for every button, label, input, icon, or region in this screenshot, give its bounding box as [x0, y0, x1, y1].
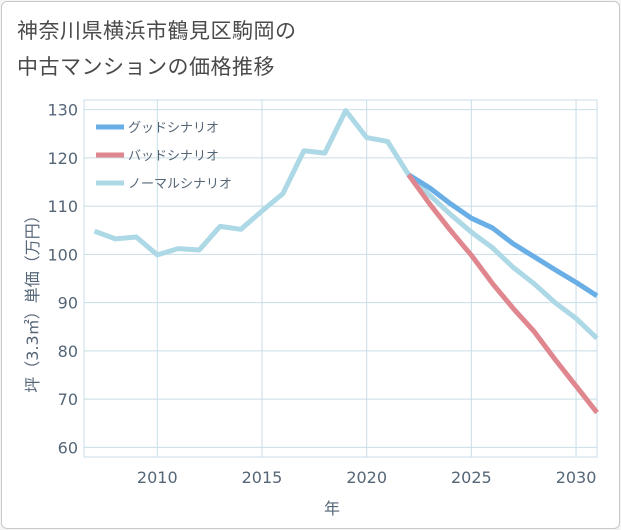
- page-title-line1: 神奈川県横浜市鶴見区駒岡の: [17, 19, 297, 43]
- x-tick-label: 2020: [346, 468, 387, 487]
- x-tick-labels: 2010 2015 2020 2025 2030: [137, 468, 596, 487]
- bad-scenario-line: [406, 173, 599, 415]
- y-axis-title: 坪（3.3㎡）単価（万円）: [23, 207, 42, 392]
- x-tick-label: 2015: [242, 468, 283, 487]
- y-tick-labels: 60 70 80 90 100 110 120 130: [47, 101, 78, 458]
- grid: [84, 100, 597, 457]
- y-tick-label: 90: [58, 294, 78, 313]
- good-scenario-line: [407, 172, 599, 298]
- legend-item-good: グッドシナリオ: [96, 121, 219, 136]
- y-tick-label: 100: [47, 245, 78, 264]
- normal-scenario-line: [93, 108, 599, 341]
- legend-label: バッドシナリオ: [128, 149, 219, 164]
- legend-item-bad: バッドシナリオ: [96, 149, 219, 164]
- legend-label: グッドシナリオ: [128, 121, 219, 136]
- x-tick-label: 2030: [556, 468, 597, 487]
- plot-frame: [83, 99, 598, 458]
- y-tick-label: 130: [47, 101, 78, 120]
- page-title: 神奈川県横浜市鶴見区駒岡の 中古マンションの価格推移: [17, 13, 297, 85]
- y-tick-label: 70: [58, 390, 78, 409]
- legend-item-normal: ノーマルシナリオ: [96, 177, 232, 192]
- y-tick-label: 110: [47, 197, 78, 216]
- series-lines: [93, 108, 599, 415]
- y-tick-label: 120: [47, 149, 78, 168]
- x-tick-label: 2010: [137, 468, 178, 487]
- y-tick-label: 80: [58, 342, 78, 361]
- x-axis-title: 年: [324, 499, 340, 518]
- x-tick-label: 2025: [451, 468, 492, 487]
- y-tick-label: 60: [58, 438, 78, 457]
- page-title-line2: 中古マンションの価格推移: [17, 55, 275, 79]
- legend-label: ノーマルシナリオ: [128, 177, 232, 192]
